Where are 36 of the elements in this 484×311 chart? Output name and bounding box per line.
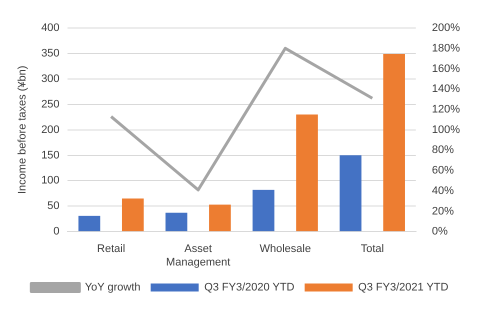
y2-tick-label: 180% <box>432 42 460 54</box>
y-tick-label: 0 <box>53 226 60 238</box>
bar <box>383 54 405 232</box>
y2-tick-label: 100% <box>432 124 460 136</box>
y-tick-label: 200 <box>41 124 60 136</box>
x-tick-label: Asset Management <box>166 243 230 268</box>
bar <box>252 190 274 232</box>
y2-tick-label: 160% <box>432 62 460 75</box>
bar <box>166 212 188 232</box>
y-tick-label: 350 <box>41 47 60 60</box>
y-tick-label: 100 <box>41 174 60 187</box>
y2-tick-label: 120% <box>432 103 460 116</box>
y2-tick-label: 0% <box>432 226 448 238</box>
y-tick-label: 400 <box>41 22 60 34</box>
y-axis-title: Income before taxes (¥bn) <box>16 66 29 194</box>
y2-tick-label: 80% <box>432 144 454 156</box>
y2-tick-label: 40% <box>432 184 454 197</box>
x-tick-label: Retail <box>97 243 126 256</box>
bar <box>122 198 144 232</box>
y-tick-label: 50 <box>47 200 60 212</box>
y-tick-label: 250 <box>41 98 60 110</box>
bar <box>296 114 318 232</box>
x-tick-label: Total <box>360 243 384 256</box>
bar <box>340 155 362 232</box>
y2-tick-label: 60% <box>432 164 454 177</box>
y-tick-label: 300 <box>41 72 60 85</box>
y-tick-label: 150 <box>41 149 60 162</box>
y2-tick-label: 20% <box>432 205 454 218</box>
y2-tick-label: 200% <box>432 22 460 34</box>
legend-label: Q3 FY3/2020 YTD <box>204 282 295 294</box>
x-tick-label: Wholesale <box>260 243 311 256</box>
bar <box>209 204 231 232</box>
legend-label: Q3 FY3/2021 YTD <box>358 282 449 294</box>
y2-tick-label: 140% <box>432 83 460 96</box>
bar <box>78 216 100 232</box>
legend-label: YoY growth <box>84 282 140 294</box>
